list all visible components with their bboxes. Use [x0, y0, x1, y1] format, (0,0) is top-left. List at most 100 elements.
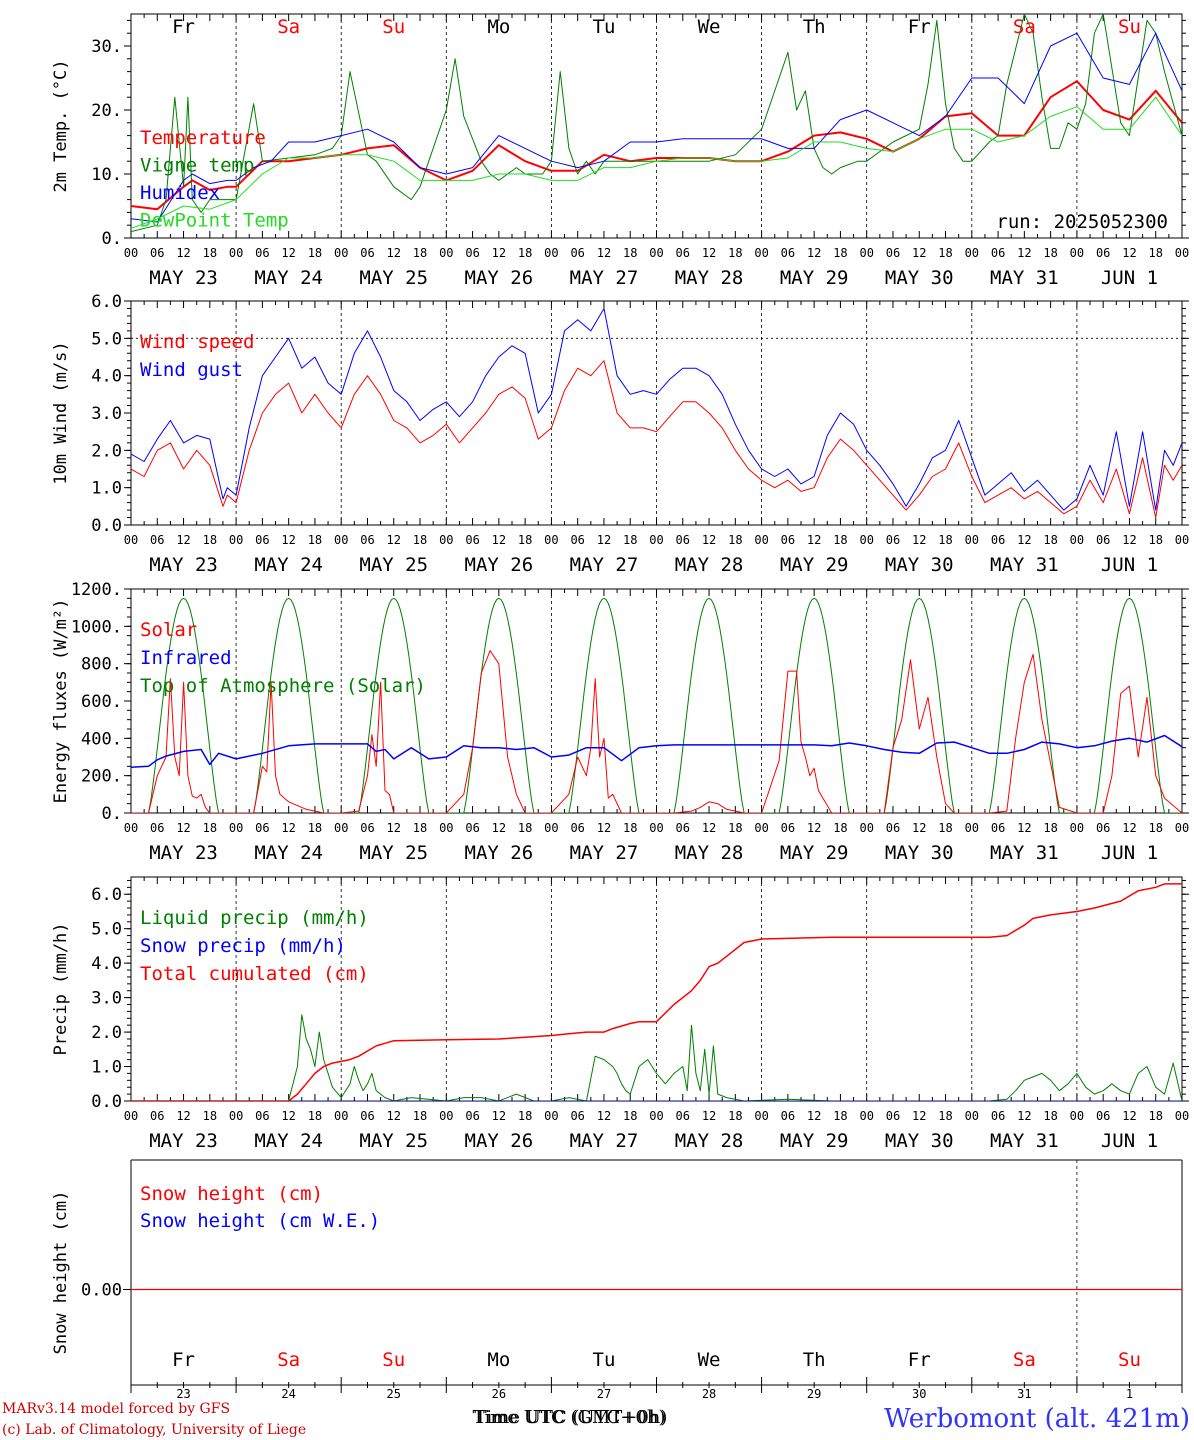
y-tick-label: 0.00	[81, 1281, 122, 1301]
hour-tick-label: 00	[334, 533, 348, 547]
date-label: MAY 23	[149, 267, 218, 289]
date-label: MAY 25	[359, 267, 428, 289]
legend-entry: Temperature	[140, 127, 266, 149]
hour-tick-label: 18	[1043, 821, 1057, 835]
date-label: MAY 23	[149, 1130, 218, 1152]
y-tick-label: 0.0	[91, 1092, 122, 1112]
hour-tick-label: 00	[124, 821, 138, 835]
hour-tick-label: 12	[387, 1109, 401, 1123]
hour-tick-label: 12	[1017, 1109, 1031, 1123]
weekday-label: Mo	[487, 16, 510, 38]
hour-tick-label: 00	[859, 533, 873, 547]
day-number-label: 1	[1126, 1387, 1133, 1401]
weekday-label: We	[698, 1349, 721, 1371]
hour-tick-label: 06	[1096, 533, 1110, 547]
day-number-label: 28	[702, 1387, 716, 1401]
lab-credit: (c) Lab. of Climatology, University of L…	[2, 1422, 306, 1438]
weekday-label: Tu	[593, 16, 616, 38]
weekday-label: Tu	[593, 1349, 616, 1371]
y-axis-label: 2m Temp. (°C)	[51, 59, 71, 192]
hour-tick-label: 18	[728, 246, 742, 260]
weekday-label: Th	[803, 16, 826, 38]
hour-tick-label: 00	[439, 533, 453, 547]
series-line-liquid-precip-mm-h	[131, 1014, 1182, 1101]
hour-tick-label: 00	[124, 533, 138, 547]
hour-tick-label: 18	[938, 246, 952, 260]
hour-tick-label: 18	[938, 533, 952, 547]
hour-tick-label: 06	[255, 1109, 269, 1123]
hour-tick-label: 12	[492, 1109, 506, 1123]
series-line-wind-speed	[131, 360, 1182, 518]
weekday-label: Su	[382, 1349, 405, 1371]
y-axis-label: 10m Wind (m/s)	[51, 341, 71, 484]
day-number-label: 26	[492, 1387, 506, 1401]
hour-tick-label: 06	[781, 246, 795, 260]
hour-tick-label: 00	[1070, 246, 1084, 260]
hour-tick-label: 06	[465, 1109, 479, 1123]
hour-tick-label: 18	[1043, 533, 1057, 547]
y-tick-label: 3.0	[91, 404, 122, 424]
hour-tick-label: 00	[649, 1109, 663, 1123]
series-line-wind-gust	[131, 308, 1182, 511]
station-title: Werbomont (alt. 421m)	[884, 1404, 1190, 1434]
y-tick-label: 600.	[81, 692, 122, 712]
hour-tick-label: 00	[649, 533, 663, 547]
hour-tick-label: 18	[833, 533, 847, 547]
hour-tick-label: 18	[623, 246, 637, 260]
date-label: MAY 30	[885, 267, 954, 289]
hour-tick-label: 18	[308, 246, 322, 260]
date-label: MAY 31	[990, 1130, 1059, 1152]
hour-tick-label: 06	[781, 821, 795, 835]
hour-tick-label: 00	[439, 1109, 453, 1123]
hour-tick-label: 00	[1070, 533, 1084, 547]
date-label: MAY 29	[780, 554, 849, 576]
hour-tick-label: 06	[570, 1109, 584, 1123]
y-tick-label: 800.	[81, 655, 122, 675]
date-label: MAY 30	[885, 554, 954, 576]
hour-tick-label: 12	[702, 533, 716, 547]
date-label: MAY 25	[359, 842, 428, 864]
weekday-label: Sa	[1013, 16, 1036, 38]
y-axis-label: Snow height (cm)	[51, 1191, 71, 1355]
hour-tick-label: 00	[334, 821, 348, 835]
y-tick-label: 1.0	[91, 1058, 122, 1078]
date-label: JUN 1	[1101, 1130, 1158, 1152]
hour-tick-label: 00	[965, 246, 979, 260]
hour-tick-label: 00	[544, 246, 558, 260]
date-label: JUN 1	[1101, 842, 1158, 864]
hour-tick-label: 18	[1148, 821, 1162, 835]
hour-tick-label: 00	[859, 1109, 873, 1123]
model-credit: MARv3.14 model forced by GFS	[2, 1401, 230, 1417]
hour-tick-label: 12	[912, 246, 926, 260]
hour-tick-label: 06	[150, 821, 164, 835]
hour-tick-label: 18	[413, 246, 427, 260]
date-label: MAY 31	[990, 267, 1059, 289]
time-axis-label-gmt: Time UTC (GMT+0h)	[473, 1407, 668, 1428]
hour-tick-label: 12	[281, 821, 295, 835]
y-tick-label: 3.0	[91, 989, 122, 1009]
hour-tick-label: 06	[360, 246, 374, 260]
weekday-label: Fr	[172, 1349, 195, 1371]
hour-tick-label: 00	[649, 246, 663, 260]
hour-tick-label: 18	[308, 533, 322, 547]
hour-tick-label: 06	[781, 1109, 795, 1123]
y-tick-label: 1000.	[71, 617, 122, 637]
y-tick-label: 5.0	[91, 329, 122, 349]
y-tick-label: 5.0	[91, 920, 122, 940]
weekday-label: Th	[803, 1349, 826, 1371]
time-axis-label-utc: Time UTC (UTC+0h)	[475, 1407, 666, 1428]
hour-tick-label: 12	[387, 246, 401, 260]
hour-tick-label: 00	[859, 821, 873, 835]
hour-tick-label: 12	[1017, 533, 1031, 547]
hour-tick-label: 06	[360, 1109, 374, 1123]
date-label: MAY 26	[465, 267, 534, 289]
date-label: MAY 29	[780, 267, 849, 289]
date-label: MAY 31	[990, 842, 1059, 864]
weekday-label: Su	[1118, 1349, 1141, 1371]
hour-tick-label: 18	[1148, 246, 1162, 260]
y-tick-label: 0.	[102, 804, 122, 824]
weekday-label: Su	[1118, 16, 1141, 38]
hour-tick-label: 06	[781, 533, 795, 547]
hour-tick-label: 12	[492, 246, 506, 260]
